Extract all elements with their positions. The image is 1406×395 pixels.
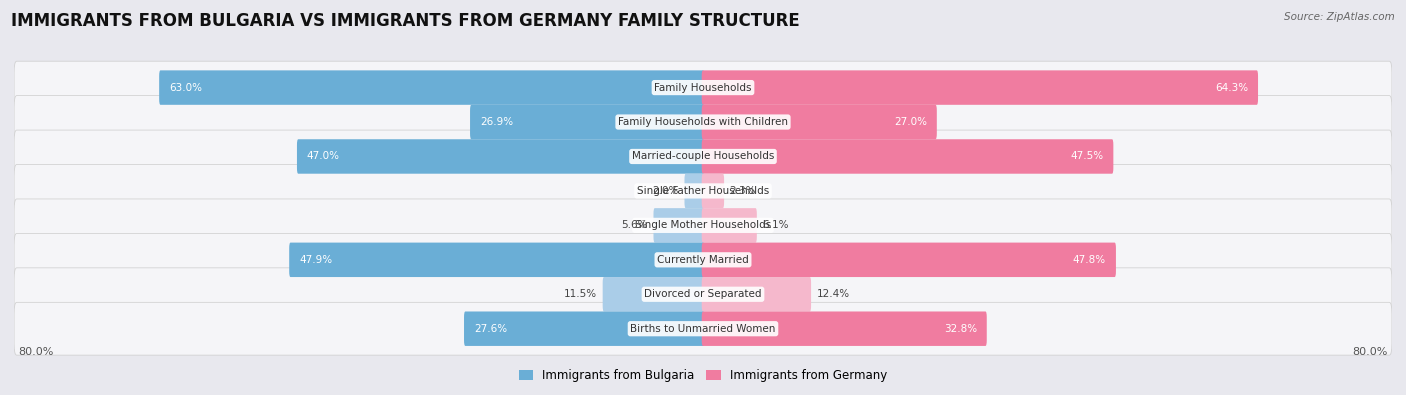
Text: 26.9%: 26.9% (479, 117, 513, 127)
Text: Single Father Households: Single Father Households (637, 186, 769, 196)
Text: Currently Married: Currently Married (657, 255, 749, 265)
Text: 80.0%: 80.0% (1353, 348, 1388, 357)
FancyBboxPatch shape (297, 139, 704, 174)
FancyBboxPatch shape (470, 105, 704, 139)
Text: Married-couple Households: Married-couple Households (631, 151, 775, 162)
Text: 47.9%: 47.9% (299, 255, 332, 265)
FancyBboxPatch shape (702, 105, 936, 139)
FancyBboxPatch shape (702, 70, 1258, 105)
Text: 64.3%: 64.3% (1215, 83, 1249, 92)
Text: Family Households: Family Households (654, 83, 752, 92)
Text: 11.5%: 11.5% (564, 289, 598, 299)
Text: 47.8%: 47.8% (1073, 255, 1107, 265)
FancyBboxPatch shape (14, 199, 1392, 252)
FancyBboxPatch shape (14, 164, 1392, 217)
Text: 32.8%: 32.8% (943, 324, 977, 334)
FancyBboxPatch shape (702, 312, 987, 346)
Text: 2.3%: 2.3% (730, 186, 756, 196)
Text: 5.6%: 5.6% (621, 220, 648, 230)
FancyBboxPatch shape (702, 174, 724, 208)
FancyBboxPatch shape (14, 233, 1392, 286)
FancyBboxPatch shape (702, 208, 756, 243)
Legend: Immigrants from Bulgaria, Immigrants from Germany: Immigrants from Bulgaria, Immigrants fro… (515, 364, 891, 387)
FancyBboxPatch shape (14, 130, 1392, 183)
Text: 12.4%: 12.4% (817, 289, 849, 299)
Text: 2.0%: 2.0% (652, 186, 679, 196)
Text: Source: ZipAtlas.com: Source: ZipAtlas.com (1284, 12, 1395, 22)
Text: 47.5%: 47.5% (1070, 151, 1104, 162)
FancyBboxPatch shape (14, 268, 1392, 321)
FancyBboxPatch shape (654, 208, 704, 243)
Text: IMMIGRANTS FROM BULGARIA VS IMMIGRANTS FROM GERMANY FAMILY STRUCTURE: IMMIGRANTS FROM BULGARIA VS IMMIGRANTS F… (11, 12, 800, 30)
Text: Single Mother Households: Single Mother Households (636, 220, 770, 230)
Text: 80.0%: 80.0% (18, 348, 53, 357)
FancyBboxPatch shape (685, 174, 704, 208)
Text: Divorced or Separated: Divorced or Separated (644, 289, 762, 299)
FancyBboxPatch shape (290, 243, 704, 277)
FancyBboxPatch shape (14, 96, 1392, 149)
Text: 27.6%: 27.6% (474, 324, 508, 334)
FancyBboxPatch shape (702, 243, 1116, 277)
FancyBboxPatch shape (702, 277, 811, 312)
FancyBboxPatch shape (14, 302, 1392, 355)
Text: Family Households with Children: Family Households with Children (619, 117, 787, 127)
Text: 47.0%: 47.0% (307, 151, 340, 162)
Text: Births to Unmarried Women: Births to Unmarried Women (630, 324, 776, 334)
Text: 63.0%: 63.0% (169, 83, 202, 92)
FancyBboxPatch shape (603, 277, 704, 312)
FancyBboxPatch shape (464, 312, 704, 346)
FancyBboxPatch shape (159, 70, 704, 105)
Text: 6.1%: 6.1% (762, 220, 789, 230)
FancyBboxPatch shape (14, 61, 1392, 114)
Text: 27.0%: 27.0% (894, 117, 927, 127)
FancyBboxPatch shape (702, 139, 1114, 174)
